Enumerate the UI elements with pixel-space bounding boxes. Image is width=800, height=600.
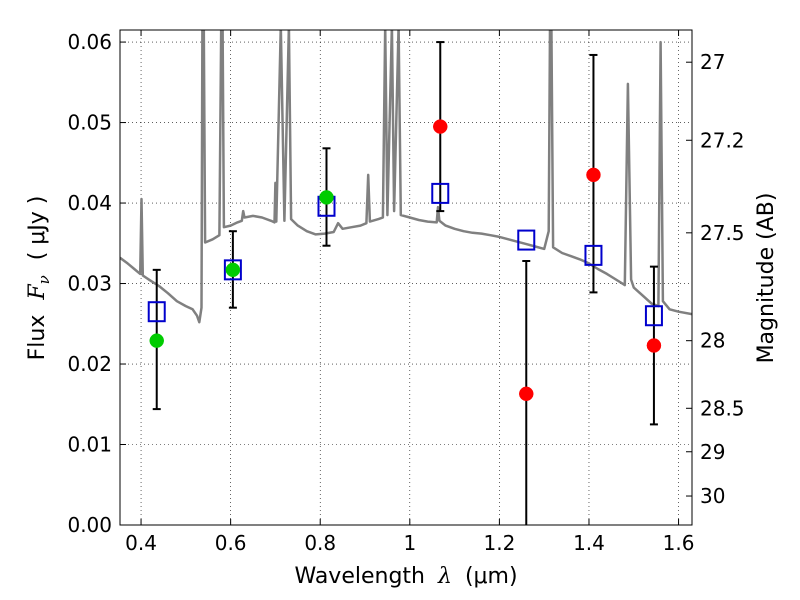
y2-tick-label: 27 [700, 50, 725, 74]
y-axis-ticks: 0.00 0.01 0.02 0.03 0.04 0.05 0.06 [67, 30, 126, 537]
x-tick-label: 0.8 [304, 531, 336, 555]
y2-axis-label: Magnitude (AB) [754, 193, 779, 364]
observed-point-4 [519, 386, 534, 402]
plot-frame [119, 29, 693, 526]
y2-tick-label: 28.5 [700, 396, 745, 420]
observed-point-5 [586, 167, 601, 183]
x-tick-label: 1.6 [663, 531, 695, 555]
model-band-fluxes [147, 182, 663, 327]
y-tick-label: 0.06 [67, 30, 112, 54]
model-band-marker-3 [431, 182, 450, 204]
model-band-marker-6 [644, 305, 663, 327]
x-tick-label: 0.6 [215, 531, 247, 555]
observed-point-2 [319, 190, 334, 205]
x-tick-label: 1.2 [483, 531, 515, 555]
observed-point-3 [433, 119, 448, 134]
model-band-marker-5 [584, 244, 603, 266]
x-axis-label: Wavelength λ (μm) [294, 564, 517, 589]
y2-tick-label: 29 [700, 440, 725, 464]
spectrum-line [120, 30, 692, 324]
observed-point-6 [646, 338, 662, 353]
y-tick-label: 0.00 [67, 513, 112, 537]
model-band-marker-4 [517, 229, 536, 251]
model-spectrum [120, 30, 692, 324]
y-axis-label: Flux Fν ( μJy ) [25, 196, 55, 361]
grid-lines [120, 30, 692, 526]
x-tick-label: 1 [403, 531, 416, 555]
y-tick-label: 0.02 [67, 352, 112, 376]
x-tick-label: 0.4 [125, 531, 157, 555]
y2-tick-label: 28 [700, 329, 725, 353]
y2-axis-ticks: 27 27.2 27.5 28 28.5 29 30 [686, 50, 745, 508]
y-tick-label: 0.01 [67, 433, 112, 457]
y2-tick-label: 27.5 [700, 221, 745, 245]
observed-point-1 [225, 262, 241, 278]
x-tick-label: 1.4 [573, 531, 605, 555]
x-axis-ticks: 0.4 0.6 0.8 1 1.2 1.4 1.6 [125, 30, 694, 555]
model-band-marker-0 [147, 301, 166, 323]
y2-tick-label: 27.2 [700, 128, 745, 152]
observed-fluxes [149, 119, 662, 402]
model-band-marker-1 [223, 259, 242, 281]
y-tick-label: 0.05 [67, 111, 112, 135]
observed-point-0 [149, 333, 164, 348]
y-tick-label: 0.03 [67, 272, 112, 296]
y2-tick-label: 30 [700, 484, 725, 508]
y-tick-label: 0.04 [67, 191, 112, 215]
